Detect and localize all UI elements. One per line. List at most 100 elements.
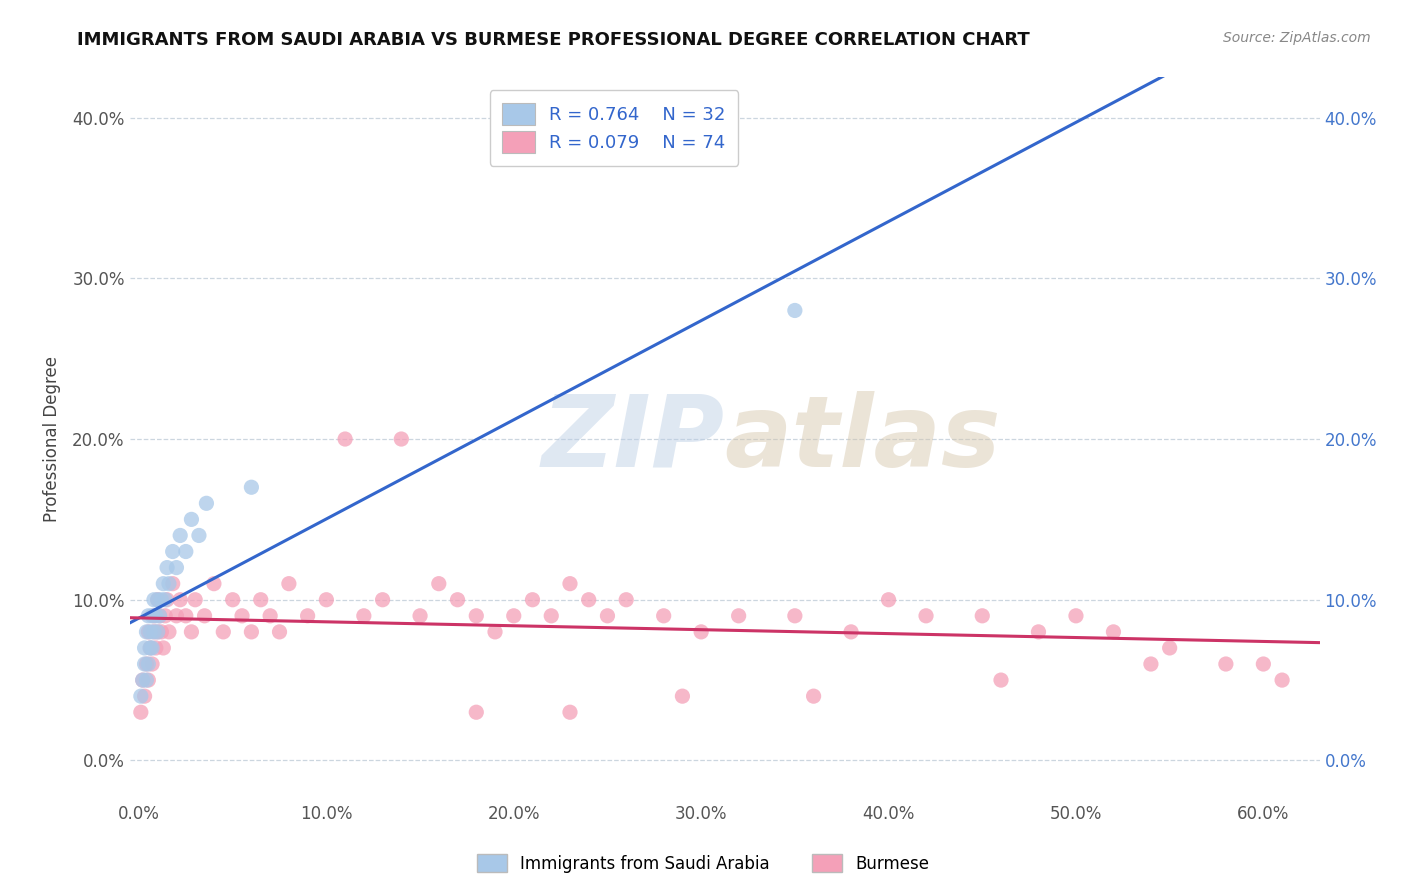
Point — [193, 608, 215, 623]
Point — [134, 640, 156, 655]
Point — [558, 576, 581, 591]
Point — [129, 705, 152, 719]
Point — [142, 624, 165, 639]
Point — [135, 657, 157, 671]
Point — [427, 576, 450, 591]
Point — [277, 576, 299, 591]
Point — [141, 640, 163, 655]
Point — [1215, 657, 1237, 671]
Point — [145, 640, 167, 655]
Point — [146, 592, 169, 607]
Point — [409, 608, 432, 623]
Point — [783, 303, 806, 318]
Point — [162, 576, 184, 591]
Point — [153, 608, 176, 623]
Point — [240, 624, 263, 639]
Point — [803, 689, 825, 703]
Point — [146, 592, 169, 607]
Point — [135, 673, 157, 687]
Point — [132, 673, 155, 687]
Point — [671, 689, 693, 703]
Text: Source: ZipAtlas.com: Source: ZipAtlas.com — [1223, 31, 1371, 45]
Point — [169, 528, 191, 542]
Point — [614, 592, 637, 607]
Point — [1253, 657, 1275, 671]
Point — [165, 560, 187, 574]
Point — [1028, 624, 1050, 639]
Point — [1102, 624, 1125, 639]
Point — [783, 608, 806, 623]
Point — [135, 624, 157, 639]
Legend: R = 0.764    N = 32, R = 0.079    N = 74: R = 0.764 N = 32, R = 0.079 N = 74 — [489, 90, 738, 166]
Point — [136, 608, 159, 623]
Point — [465, 608, 488, 623]
Point — [484, 624, 506, 639]
Point — [915, 608, 938, 623]
Point — [145, 608, 167, 623]
Point — [157, 576, 180, 591]
Point — [690, 624, 713, 639]
Point — [141, 657, 163, 671]
Point — [162, 544, 184, 558]
Point — [134, 657, 156, 671]
Point — [371, 592, 394, 607]
Point — [1064, 608, 1087, 623]
Point — [596, 608, 619, 623]
Point — [129, 689, 152, 703]
Point — [153, 592, 176, 607]
Point — [136, 657, 159, 671]
Text: atlas: atlas — [724, 391, 1001, 488]
Point — [446, 592, 468, 607]
Point — [202, 576, 225, 591]
Point — [502, 608, 524, 623]
Y-axis label: Professional Degree: Professional Degree — [44, 356, 60, 522]
Point — [152, 576, 174, 591]
Point — [156, 560, 179, 574]
Point — [652, 608, 675, 623]
Point — [141, 608, 163, 623]
Point — [522, 592, 544, 607]
Point — [150, 592, 173, 607]
Point — [269, 624, 291, 639]
Point — [333, 432, 356, 446]
Point — [221, 592, 243, 607]
Point — [150, 624, 173, 639]
Point — [184, 592, 207, 607]
Point — [1271, 673, 1294, 687]
Point — [139, 640, 162, 655]
Point — [180, 624, 202, 639]
Point — [972, 608, 994, 623]
Point — [157, 624, 180, 639]
Point — [174, 544, 197, 558]
Point — [990, 673, 1012, 687]
Point — [139, 640, 162, 655]
Point — [136, 673, 159, 687]
Point — [169, 592, 191, 607]
Point — [540, 608, 562, 623]
Point — [212, 624, 235, 639]
Point — [389, 432, 412, 446]
Point — [152, 640, 174, 655]
Point — [187, 528, 209, 542]
Text: IMMIGRANTS FROM SAUDI ARABIA VS BURMESE PROFESSIONAL DEGREE CORRELATION CHART: IMMIGRANTS FROM SAUDI ARABIA VS BURMESE … — [77, 31, 1031, 49]
Point — [142, 608, 165, 623]
Point — [297, 608, 319, 623]
Point — [148, 608, 170, 623]
Point — [1159, 640, 1181, 655]
Point — [839, 624, 862, 639]
Point — [156, 592, 179, 607]
Point — [877, 592, 900, 607]
Point — [132, 673, 155, 687]
Point — [558, 705, 581, 719]
Point — [174, 608, 197, 623]
Point — [231, 608, 253, 623]
Point — [465, 705, 488, 719]
Point — [165, 608, 187, 623]
Point — [315, 592, 337, 607]
Point — [353, 608, 375, 623]
Point — [139, 624, 162, 639]
Legend: Immigrants from Saudi Arabia, Burmese: Immigrants from Saudi Arabia, Burmese — [471, 847, 935, 880]
Point — [195, 496, 218, 510]
Point — [142, 592, 165, 607]
Point — [259, 608, 281, 623]
